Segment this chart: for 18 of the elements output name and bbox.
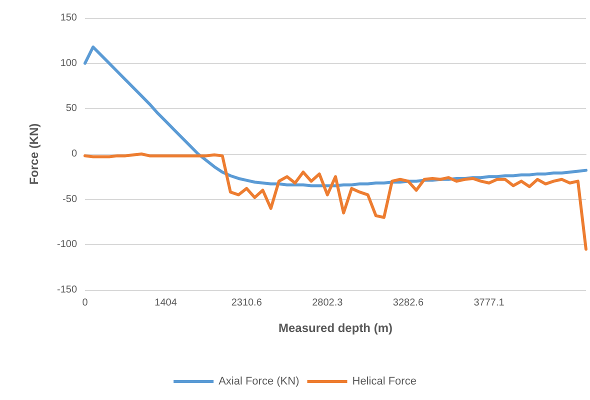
y-tick-label: 150 — [60, 12, 78, 24]
y-tick-label: -150 — [56, 284, 78, 296]
y-tick-label: 100 — [60, 58, 78, 69]
x-tick-label: 3777.1 — [474, 298, 505, 308]
x-tick-label: 2310.6 — [231, 298, 262, 308]
x-tick-label: 0 — [82, 298, 88, 308]
y-tick-label: 50 — [66, 103, 78, 114]
y-axis-title: Force (KN) — [27, 123, 41, 185]
y-tick-label: -50 — [62, 194, 78, 205]
x-axis-title: Measured depth (m) — [278, 321, 393, 335]
y-tick-label: 0 — [71, 148, 78, 160]
x-tick-label: 2802.3 — [312, 298, 344, 308]
line-series — [84, 152, 588, 251]
legend-label: Helical Force — [352, 376, 416, 388]
x-tick-label: 3282.6 — [392, 298, 424, 308]
legend-label: Axial Force (KN) — [218, 376, 300, 388]
x-tick-label: 1404 — [154, 298, 178, 308]
y-tick-label: -100 — [56, 239, 78, 250]
